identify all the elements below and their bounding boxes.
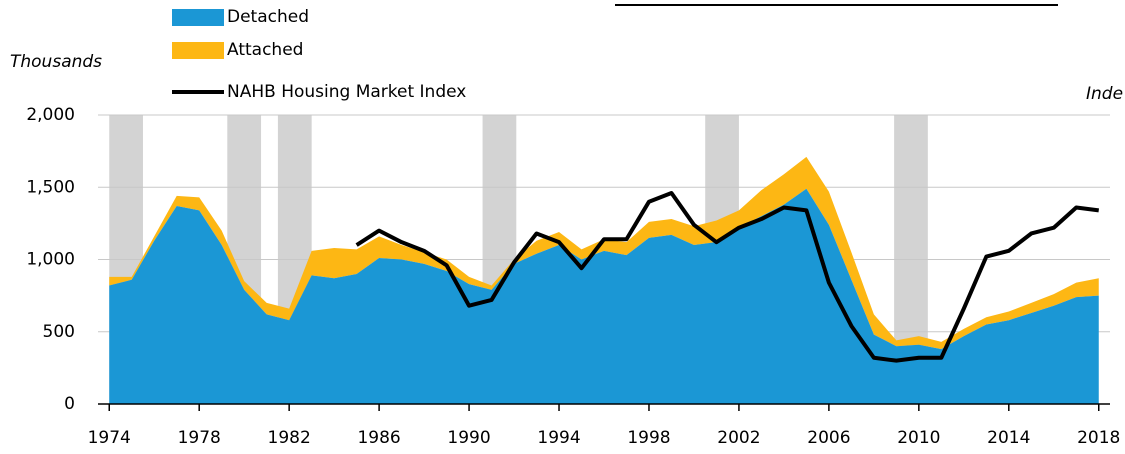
legend-label: NAHB Housing Market Index	[227, 82, 466, 102]
x-tick-label: 1982	[268, 428, 311, 448]
legend-label: Detached	[227, 7, 309, 27]
legend-swatch	[172, 9, 224, 26]
x-tick-label: 1978	[178, 428, 221, 448]
x-tick-label: 1986	[357, 428, 400, 448]
legend-label: Attached	[227, 40, 303, 60]
y-tick-label: 1,500	[26, 177, 75, 197]
plot	[98, 114, 1110, 411]
x-tick-label: 1994	[537, 428, 580, 448]
x-tick-label: 2006	[807, 428, 850, 448]
y-tick-label: 1,000	[26, 250, 75, 270]
x-tick-label: 1974	[88, 428, 131, 448]
x-tick-label: 1998	[627, 428, 670, 448]
y2-axis-label: Inde	[1086, 84, 1123, 104]
index-line	[355, 191, 1100, 363]
x-tick-label: 1990	[447, 428, 490, 448]
x-tick-label: 2018	[1077, 428, 1120, 448]
y-axis-label: Thousands	[10, 52, 102, 72]
legend-swatch	[172, 42, 224, 59]
x-tick-label: 2002	[717, 428, 760, 448]
legend: 0 500 1,000 1,500 2,000 1974 1978 1982 1986 1990 1…	[26, 7, 1120, 448]
y-tick-label: 2,000	[26, 105, 75, 125]
y-tick-label: 500	[43, 322, 75, 342]
x-tick-label: 2010	[897, 428, 940, 448]
x-tick-label: 2014	[987, 428, 1030, 448]
y-tick-label: 0	[64, 394, 75, 414]
detached-area	[109, 188, 1099, 404]
